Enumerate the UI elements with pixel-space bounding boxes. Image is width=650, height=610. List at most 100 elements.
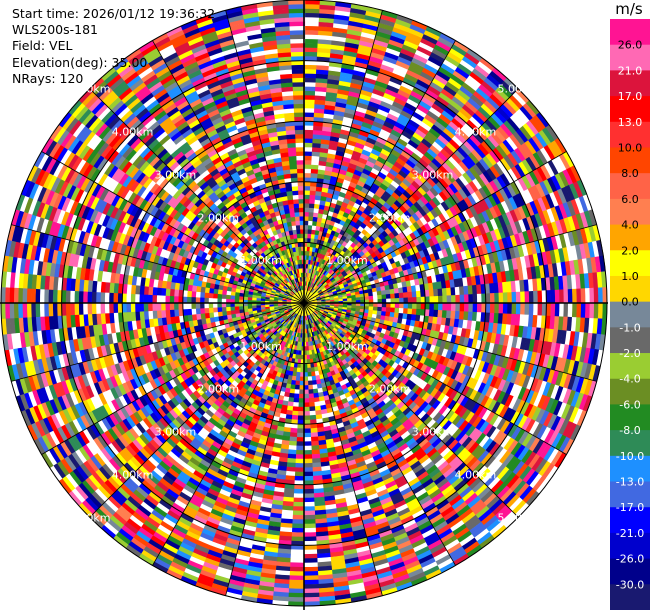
velocity-gate <box>478 158 491 172</box>
velocity-gate <box>309 414 317 420</box>
velocity-gate <box>532 114 547 131</box>
velocity-gate <box>469 134 482 148</box>
velocity-gate <box>559 289 565 304</box>
velocity-gate <box>289 549 304 555</box>
velocity-gate <box>318 21 335 28</box>
velocity-gate <box>313 291 318 295</box>
velocity-gate <box>359 36 376 45</box>
velocity-gate <box>294 475 304 481</box>
velocity-gate <box>350 3 369 12</box>
velocity-gate <box>374 160 385 169</box>
velocity-gate <box>392 211 402 220</box>
velocity-gate <box>324 283 329 288</box>
velocity-gate <box>377 197 387 206</box>
velocity-gate <box>339 71 354 79</box>
velocity-gate <box>411 180 421 191</box>
velocity-gate <box>440 148 452 160</box>
velocity-gate <box>439 32 457 45</box>
velocity-gate <box>438 92 453 104</box>
velocity-gate <box>325 285 330 289</box>
velocity-gate <box>496 106 511 122</box>
velocity-gate <box>304 60 318 66</box>
velocity-gate <box>306 281 309 287</box>
velocity-gate <box>480 199 490 212</box>
velocity-gate <box>429 52 446 64</box>
velocity-gate <box>397 246 405 255</box>
velocity-gate <box>392 26 410 37</box>
velocity-gate <box>324 277 329 282</box>
velocity-gate <box>394 248 401 257</box>
velocity-gate <box>558 153 571 171</box>
velocity-gate <box>426 131 439 143</box>
velocity-gate <box>390 72 406 82</box>
velocity-gate <box>332 292 338 296</box>
velocity-gate <box>341 270 347 276</box>
velocity-gate <box>349 158 359 166</box>
velocity-gate <box>309 186 317 192</box>
velocity-gate <box>496 160 509 175</box>
velocity-gate <box>362 197 371 206</box>
velocity-gate <box>366 64 382 73</box>
velocity-gate <box>498 84 514 99</box>
velocity-gate <box>317 169 326 175</box>
velocity-gate <box>314 90 327 97</box>
velocity-gate <box>489 180 500 194</box>
velocity-gate <box>288 566 304 572</box>
velocity-gate <box>492 147 505 162</box>
velocity-gate <box>493 204 503 218</box>
velocity-gate <box>553 190 564 207</box>
velocity-gate <box>317 282 322 287</box>
velocity-gate <box>322 126 333 133</box>
velocity-gate <box>319 258 324 264</box>
velocity-gate <box>319 294 325 297</box>
velocity-gate <box>440 88 456 101</box>
velocity-gate <box>433 206 443 217</box>
velocity-gate <box>367 60 383 69</box>
velocity-gate <box>306 354 310 360</box>
velocity-gate <box>408 155 420 166</box>
velocity-gate <box>304 220 309 226</box>
velocity-gate <box>431 196 442 207</box>
velocity-gate <box>335 277 341 282</box>
velocity-gate <box>331 265 337 271</box>
velocity-gate <box>307 297 312 301</box>
velocity-gate <box>309 246 314 252</box>
velocity-gate <box>376 76 391 86</box>
velocity-gate <box>308 286 311 291</box>
velocity-gate <box>304 81 317 87</box>
velocity-gate <box>417 174 428 185</box>
velocity-gate <box>347 24 364 33</box>
velocity-gate <box>531 134 545 151</box>
velocity-gate <box>433 303 439 311</box>
velocity-gate <box>380 148 392 158</box>
velocity-gate <box>407 119 421 130</box>
velocity-gate <box>356 161 367 169</box>
velocity-gate <box>467 97 482 111</box>
velocity-gate <box>402 77 417 88</box>
velocity-gate <box>318 283 323 288</box>
velocity-gate <box>317 276 321 282</box>
velocity-gate <box>463 140 476 154</box>
velocity-gate <box>437 151 449 163</box>
velocity-gate <box>334 257 340 263</box>
velocity-gate <box>372 291 378 296</box>
velocity-gate <box>415 308 421 316</box>
velocity-gate <box>423 213 432 224</box>
velocity-gate <box>465 207 475 220</box>
velocity-gate <box>410 115 423 126</box>
velocity-gate <box>318 267 322 273</box>
velocity-gate <box>442 239 450 250</box>
velocity-gate <box>303 553 318 559</box>
velocity-gate <box>307 376 313 382</box>
velocity-gate <box>325 165 334 172</box>
velocity-gate <box>492 177 504 192</box>
velocity-gate <box>402 178 412 188</box>
velocity-gate <box>375 175 385 184</box>
velocity-gate <box>453 40 471 54</box>
velocity-gate <box>295 458 304 464</box>
velocity-gate <box>426 148 438 159</box>
velocity-gate <box>385 187 395 196</box>
velocity-gate <box>483 100 498 114</box>
velocity-gate <box>406 255 414 264</box>
velocity-gate <box>314 285 318 290</box>
